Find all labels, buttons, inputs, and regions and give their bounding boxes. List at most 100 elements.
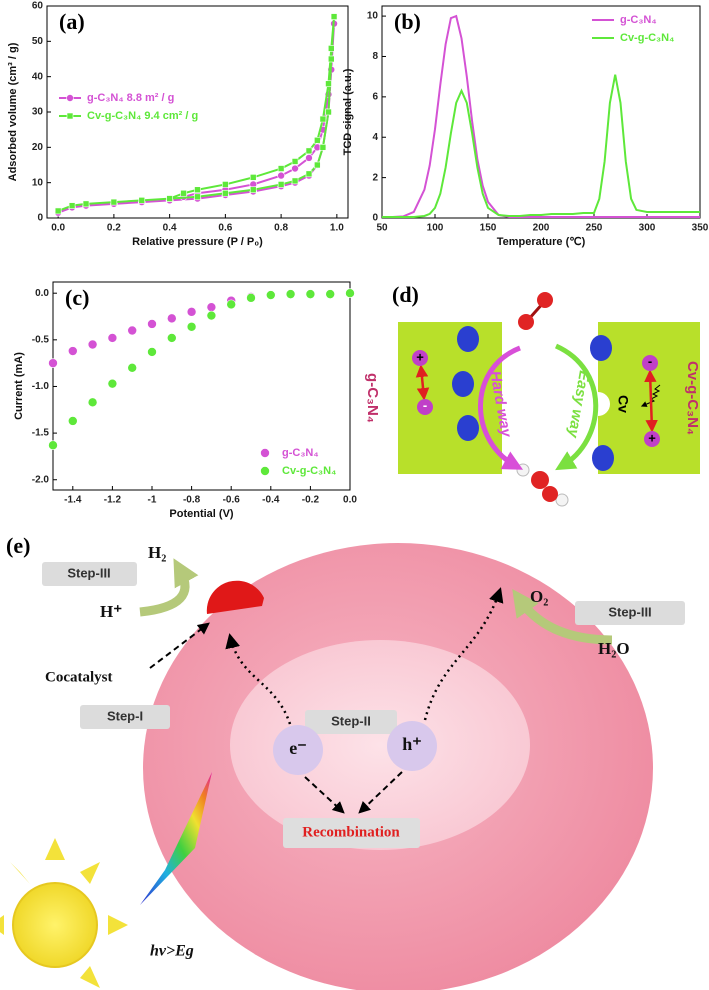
sun bbox=[0, 838, 128, 988]
y-tick-label: -1.5 bbox=[32, 428, 50, 439]
cocatalyst-label: Cocatalyst bbox=[45, 669, 113, 685]
x-tick-label: 50 bbox=[376, 223, 388, 234]
diagram-d: (d) + - g-C₃N₄ Cv - + Cv-g-C₃N₄ Hard way… bbox=[364, 282, 701, 507]
legend-label: g-C₃N₄ bbox=[282, 447, 319, 459]
point bbox=[68, 202, 76, 209]
point bbox=[167, 333, 177, 343]
point bbox=[66, 94, 74, 102]
electron-label: e⁻ bbox=[289, 738, 307, 758]
oxygen-atom bbox=[518, 314, 534, 330]
chart: -1.4 -1.2 -1 -0.8 -0.6 -0.4 -0.2 0.0 -2.0 -1.5 -1.… bbox=[13, 281, 357, 520]
x-tick-label: -1 bbox=[148, 495, 157, 506]
point bbox=[54, 207, 62, 215]
point bbox=[66, 112, 74, 120]
point bbox=[277, 165, 285, 172]
oxygen-atom bbox=[531, 471, 549, 489]
point bbox=[314, 136, 321, 144]
x-tick-label: 1.0 bbox=[330, 223, 344, 234]
recombination-label: Recombination bbox=[302, 824, 400, 840]
series-line bbox=[382, 74, 700, 218]
point bbox=[291, 164, 299, 173]
x-tick-label: 200 bbox=[533, 223, 550, 234]
step-box bbox=[80, 705, 170, 729]
step-label: Step-III bbox=[608, 604, 651, 619]
point bbox=[127, 325, 137, 336]
legend-label: g-C₃N₄ bbox=[620, 14, 657, 26]
oxygen-atom bbox=[537, 292, 553, 308]
point bbox=[68, 416, 78, 426]
point bbox=[147, 347, 157, 357]
y-tick-label: -1.0 bbox=[32, 381, 50, 392]
site bbox=[457, 326, 479, 352]
x-tick-label: 0.0 bbox=[51, 223, 65, 234]
y-axis-label: Adsorbed volume (cm³ / g) bbox=[7, 42, 19, 181]
charge-sign: - bbox=[423, 397, 427, 412]
y-tick-label: 10 bbox=[367, 11, 379, 22]
y-tick-label: 50 bbox=[32, 36, 44, 47]
hard-way-arrow bbox=[478, 345, 524, 470]
x-tick-label: -0.2 bbox=[302, 495, 320, 506]
site bbox=[452, 371, 474, 397]
diagram-e: (e) Step-III H₂ H⁺ Cocatalyst O₂ Step-II… bbox=[0, 533, 685, 990]
x-tick-label: 100 bbox=[427, 223, 444, 234]
point bbox=[305, 147, 313, 155]
photon-label: hν>Eg bbox=[150, 943, 194, 960]
point bbox=[265, 290, 276, 300]
chart: 0.0 0.2 0.4 0.6 0.8 1.0 0 10 20 30 40 50 60 Relative … bbox=[7, 1, 349, 248]
reaction-arrow bbox=[139, 558, 199, 617]
point bbox=[48, 440, 58, 451]
x-tick-label: 0.0 bbox=[343, 495, 357, 506]
charge bbox=[642, 355, 658, 371]
x-axis-label: Relative pressure (P / P₀) bbox=[132, 236, 263, 248]
particle-core bbox=[230, 640, 530, 850]
point bbox=[222, 181, 229, 188]
site bbox=[592, 445, 614, 471]
x-tick-label: -0.8 bbox=[183, 495, 201, 506]
x-tick-label: 250 bbox=[586, 223, 603, 234]
point bbox=[87, 339, 98, 350]
g-c3n4-block bbox=[398, 322, 502, 474]
x-axis-label: Temperature (℃) bbox=[497, 236, 586, 248]
point bbox=[194, 186, 201, 194]
recombination-box bbox=[283, 818, 420, 848]
y-tick-label: 0.0 bbox=[35, 288, 49, 299]
charge-sign: + bbox=[416, 349, 424, 364]
legend-label: g-C₃N₄ 8.8 m² / g bbox=[87, 92, 174, 104]
vacancy-label: Cv bbox=[615, 395, 631, 413]
charge-separation bbox=[415, 364, 430, 401]
step-box bbox=[42, 562, 137, 586]
product-label: H₂ bbox=[148, 543, 166, 562]
charge-separation bbox=[644, 369, 658, 433]
y-tick-label: 10 bbox=[32, 177, 44, 188]
x-tick-label: 350 bbox=[692, 223, 709, 234]
easy-way-label: Easy way bbox=[564, 369, 593, 439]
y-tick-label: 30 bbox=[32, 107, 44, 118]
sun-disc bbox=[12, 882, 98, 968]
charge bbox=[644, 431, 660, 447]
point bbox=[167, 313, 177, 324]
point bbox=[48, 358, 58, 368]
material-label: g-C₃N₄ bbox=[364, 373, 381, 423]
legend-label: Cv-g-C₃N₄ 9.4 cm² / g bbox=[87, 110, 198, 122]
reaction-arrow bbox=[512, 588, 613, 645]
y-tick-label: -2.0 bbox=[32, 474, 50, 485]
pointer-arrow bbox=[149, 622, 210, 669]
point bbox=[249, 174, 257, 181]
step-label: Step-II bbox=[331, 713, 371, 728]
sun-ray bbox=[45, 838, 65, 860]
easy-way-arrow bbox=[554, 343, 599, 471]
point bbox=[277, 171, 285, 180]
panel-label: (a) bbox=[59, 9, 85, 34]
x-tick-label: 0.6 bbox=[218, 223, 232, 234]
point bbox=[82, 200, 90, 208]
point bbox=[285, 289, 296, 299]
charge bbox=[412, 350, 428, 366]
chart: 50 100 150 200 250 300 350 0 2 4 6 8 10 Temperature (… bbox=[342, 5, 709, 248]
point bbox=[222, 189, 229, 197]
panel-label: (e) bbox=[6, 533, 30, 558]
y-tick-label: 6 bbox=[372, 91, 378, 102]
x-axis-label: Potential (V) bbox=[169, 508, 234, 520]
y-tick-label: 2 bbox=[372, 172, 378, 183]
vacancy bbox=[598, 392, 610, 416]
